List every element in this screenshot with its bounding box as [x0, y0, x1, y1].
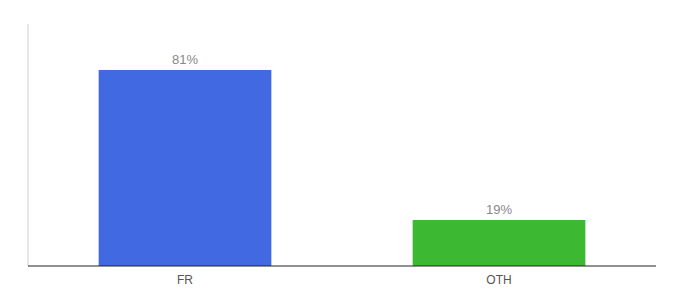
chart-container: FR OTH 81% 19%	[0, 0, 680, 300]
bar	[99, 70, 272, 266]
y-axis-line	[28, 24, 29, 266]
chart-svg: FR OTH 81% 19%	[0, 0, 680, 300]
x-tick-label: OTH	[486, 273, 511, 287]
page: {"chart_data": {"type": "bar", "categori…	[0, 0, 680, 300]
data-label: 81%	[172, 52, 198, 67]
data-label: 19%	[486, 202, 512, 217]
x-axis-line	[28, 266, 656, 267]
bars	[99, 70, 586, 266]
bar	[413, 220, 586, 266]
x-tick-label: FR	[177, 273, 193, 287]
